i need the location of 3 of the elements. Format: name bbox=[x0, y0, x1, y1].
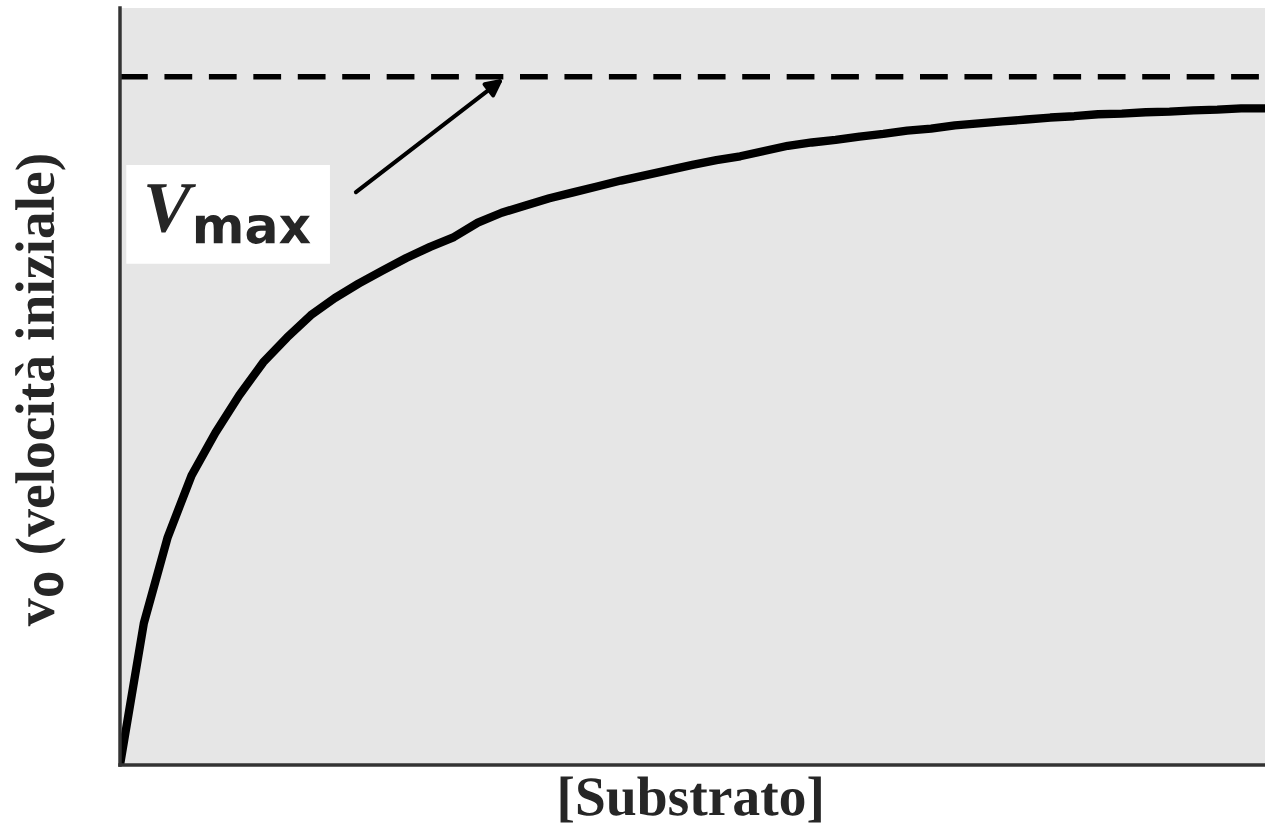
x-axis-title: [Substrato] bbox=[560, 776, 821, 823]
y-axis-title: v$_{0}$ (velocità iniziale) bbox=[15, 155, 66, 627]
annotation: V$_{max}$ bbox=[147, 184, 311, 245]
